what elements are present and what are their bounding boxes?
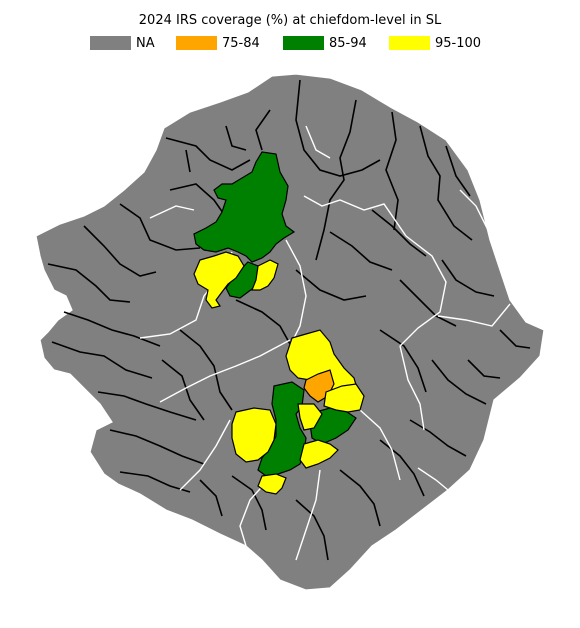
southern-cluster	[231, 329, 365, 495]
legend-label-85-94: 85-94	[329, 35, 367, 51]
region-south-yellow-south	[257, 473, 287, 495]
legend-swatch-75-84	[176, 36, 217, 50]
map-title: 2024 IRS coverage (%) at chiefdom-level …	[138, 13, 442, 28]
northern-cluster	[193, 151, 296, 309]
legend-item-95-100: 95-100	[389, 35, 481, 51]
legend-swatch-85-94	[283, 36, 324, 50]
region-north-yellow	[193, 251, 245, 309]
legend-label-95-100: 95-100	[435, 35, 482, 51]
legend-swatch-na	[90, 36, 131, 50]
region-south-yellow-west	[231, 407, 277, 463]
region-south-yellow-se	[299, 439, 339, 469]
legend-item-75-84: 75-84	[176, 35, 260, 51]
legend-label-75-84: 75-84	[222, 35, 260, 51]
legend-label-na: NA	[136, 35, 155, 51]
country-shape	[35, 73, 545, 591]
legend-item-85-94: 85-94	[283, 35, 367, 51]
region-south-yellow-east	[323, 383, 365, 413]
region-north-green	[193, 151, 296, 263]
region-north-yellow-2	[251, 259, 279, 291]
legend-swatch-95-100	[389, 36, 430, 50]
legend-item-na: NA	[90, 35, 155, 51]
region-south-yellow-mid	[297, 403, 323, 431]
chiefdom-boundaries	[47, 79, 531, 561]
